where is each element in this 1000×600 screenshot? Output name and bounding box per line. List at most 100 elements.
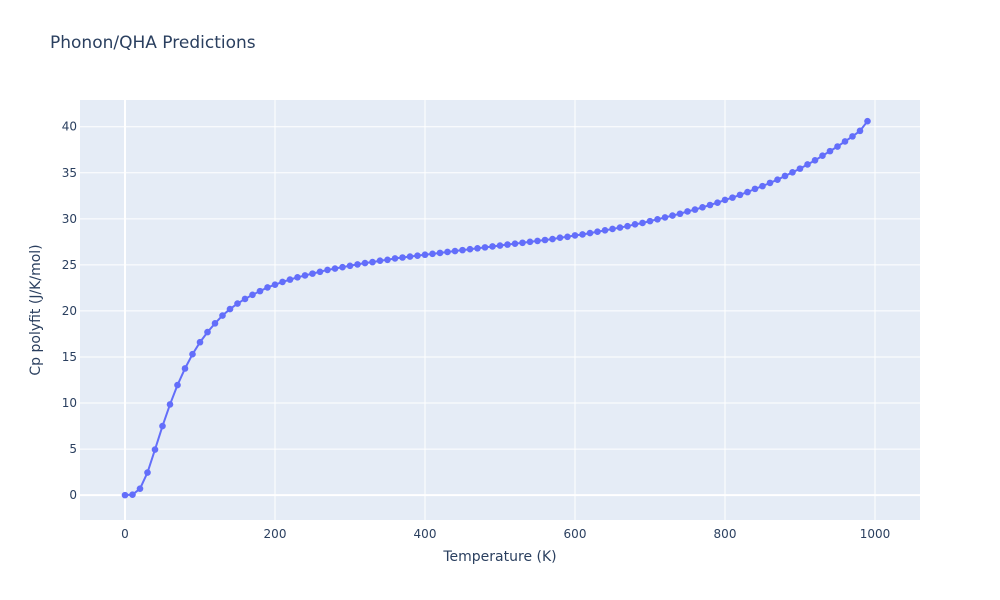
x-tick-label: 200 <box>264 527 287 541</box>
data-point <box>781 172 789 180</box>
data-point <box>324 266 331 274</box>
y-tick-label: 25 <box>62 258 77 272</box>
data-point <box>864 117 871 125</box>
data-point <box>166 401 174 408</box>
data-point <box>751 185 759 193</box>
data-point <box>631 221 639 228</box>
data-point <box>534 237 541 245</box>
data-point <box>414 252 421 259</box>
data-point <box>391 255 399 262</box>
data-point <box>736 191 744 199</box>
data-point <box>744 188 751 196</box>
data-point <box>789 169 796 176</box>
tick-labels: 0 200 400 600 800 1000 0 5 10 15 20 25 30 35 40 <box>62 120 891 541</box>
data-point <box>339 263 346 271</box>
data-point <box>691 206 699 213</box>
data-point <box>301 272 309 279</box>
data-point <box>459 246 466 254</box>
data-point <box>496 242 504 249</box>
data-point <box>541 236 549 244</box>
data-point <box>399 254 406 261</box>
data-point <box>286 276 294 283</box>
data-point <box>121 491 129 499</box>
data-point <box>556 234 564 241</box>
chart-title: Phonon/QHA Predictions <box>50 33 256 53</box>
data-point <box>654 215 661 223</box>
x-tick-label: 1000 <box>860 527 891 541</box>
data-point <box>609 225 616 233</box>
y-tick-label: 30 <box>62 212 77 226</box>
data-point <box>811 157 819 164</box>
data-point <box>346 262 354 270</box>
data-point <box>804 161 811 168</box>
data-point <box>279 278 286 286</box>
data-point <box>594 228 601 236</box>
data-point <box>624 222 631 230</box>
data-point <box>511 240 519 247</box>
data-point <box>211 320 219 327</box>
data-point <box>429 250 436 258</box>
y-tick-label: 35 <box>62 166 77 180</box>
data-point <box>834 143 841 150</box>
data-point <box>819 152 826 160</box>
y-axis-title: Cp polyfit (J/K/mol) <box>28 244 44 375</box>
data-point <box>684 208 691 215</box>
data-point <box>136 485 144 492</box>
y-tick-label: 20 <box>62 304 77 318</box>
data-point <box>189 350 196 358</box>
x-tick-label: 800 <box>714 527 737 541</box>
data-point <box>331 265 339 272</box>
data-point <box>759 182 766 190</box>
grid <box>80 100 920 520</box>
data-point <box>361 259 369 267</box>
data-point <box>669 212 676 219</box>
data-point <box>601 227 609 234</box>
data-point <box>519 239 526 247</box>
data-point <box>489 243 496 250</box>
data-point <box>549 235 556 243</box>
x-tick-label: 400 <box>414 527 437 541</box>
data-point <box>616 224 624 231</box>
data-point <box>234 300 241 307</box>
data-point <box>316 268 324 276</box>
data-point <box>841 138 849 145</box>
data-point <box>856 127 864 135</box>
data-point <box>826 147 834 155</box>
x-tick-label: 600 <box>564 527 587 541</box>
y-tick-label: 40 <box>62 120 77 134</box>
data-point <box>706 201 714 209</box>
data-point <box>676 210 684 218</box>
data-point <box>144 469 151 476</box>
data-point <box>586 229 594 237</box>
data-point <box>249 291 256 299</box>
y-tick-label: 10 <box>62 396 77 410</box>
data-point <box>639 219 646 227</box>
data-point <box>721 196 729 204</box>
data-point <box>129 491 136 498</box>
y-tick-label: 0 <box>69 488 77 502</box>
data-point <box>474 244 481 252</box>
data-point <box>384 256 391 264</box>
series <box>121 117 871 499</box>
data-point <box>294 274 301 281</box>
data-point <box>714 199 721 206</box>
data-point <box>151 446 159 453</box>
y-tick-label: 5 <box>69 442 77 456</box>
data-point <box>204 328 211 336</box>
data-point <box>444 248 451 256</box>
data-point <box>159 422 166 430</box>
data-point <box>504 241 511 248</box>
data-point <box>174 381 181 389</box>
data-point <box>369 258 376 266</box>
data-point <box>699 204 706 211</box>
data-point <box>796 165 804 172</box>
data-point <box>564 233 571 241</box>
data-point <box>219 312 226 319</box>
data-point <box>466 245 474 253</box>
series-line <box>124 120 869 497</box>
data-point <box>241 295 249 303</box>
data-point <box>256 287 264 295</box>
data-point <box>196 338 204 346</box>
data-point <box>849 133 856 140</box>
